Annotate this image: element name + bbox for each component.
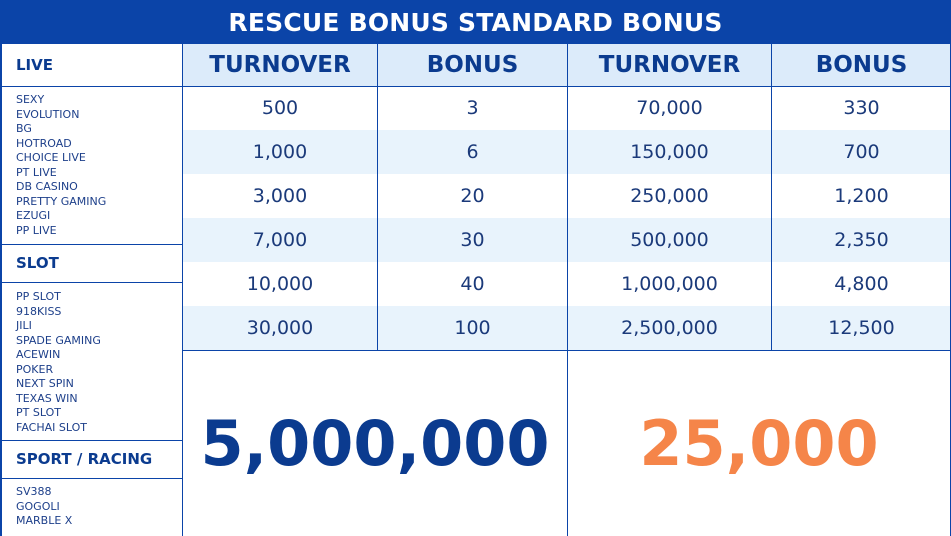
bonus-cell: 700	[843, 141, 880, 163]
bonus-cell: 330	[843, 97, 880, 119]
bonus-cell: 4,800	[834, 273, 889, 295]
list-item: PT SLOT	[16, 406, 61, 419]
list-item: DB CASINO	[16, 180, 78, 193]
list-item: MARBLE X	[16, 514, 73, 527]
bonus-cell: 30	[460, 229, 485, 251]
list-item: SPADE GAMING	[16, 333, 101, 347]
header-turnover-1: TURNOVER	[183, 44, 377, 86]
divider	[2, 440, 182, 441]
divider	[2, 86, 182, 87]
list-item: PP SLOT	[16, 290, 61, 303]
grid-line	[183, 86, 951, 87]
bonus-cell: 20	[460, 185, 485, 207]
list-item: SV388	[16, 485, 52, 498]
title-banner: RESCUE BONUS STANDARD BONUS	[0, 0, 951, 44]
turnover-cell: 10,000	[246, 273, 314, 295]
turnover-cell: 7,000	[252, 229, 308, 251]
turnover-cell: 3,000	[252, 185, 308, 207]
list-item: FACHAI SLOT	[16, 420, 87, 434]
provider-sidebar: LIVE SEXY EVOLUTION BG HOTROAD CHOICE LI…	[0, 44, 182, 536]
grid-line	[182, 44, 183, 536]
list-item: EZUGI	[16, 209, 51, 222]
list-item: GOGOLI	[16, 499, 60, 513]
grid-line	[771, 44, 772, 350]
provider-list-sport: SV388 GOGOLI MARBLE X	[16, 485, 181, 529]
list-item: 918KISS	[16, 304, 62, 318]
provider-list-live: SEXY EVOLUTION BG HOTROAD CHOICE LIVE PT…	[16, 93, 181, 238]
list-item: PP LIVE	[16, 223, 57, 237]
list-item: BG	[16, 122, 32, 135]
turnover-cell: 30,000	[246, 317, 314, 339]
turnover-cell: 250,000	[630, 185, 709, 207]
page-title: RESCUE BONUS STANDARD BONUS	[228, 7, 723, 37]
list-item: TEXAS WIN	[16, 391, 78, 405]
turnover-cell: 70,000	[636, 97, 703, 119]
bonus-cell: 2,350	[834, 229, 889, 251]
section-heading-sport-racing: SPORT / RACING	[16, 450, 153, 468]
turnover-cell: 500,000	[630, 229, 709, 251]
grid-line	[377, 44, 378, 350]
list-item: NEXT SPIN	[16, 377, 74, 390]
header-bonus-2: BONUS	[772, 44, 951, 86]
table-row: 3,000 20 250,000 1,200	[183, 174, 951, 218]
list-item: PRETTY GAMING	[16, 194, 107, 208]
total-turnover: 5,000,000	[200, 406, 550, 480]
provider-list-slot: PP SLOT 918KISS JILI SPADE GAMING ACEWIN…	[16, 290, 181, 435]
grid-line	[183, 350, 951, 351]
section-heading-slot: SLOT	[16, 254, 59, 272]
bonus-cell: 40	[460, 273, 485, 295]
section-heading-live: LIVE	[16, 56, 53, 74]
list-item: CHOICE LIVE	[16, 151, 86, 164]
turnover-cell: 500	[261, 97, 299, 119]
divider	[2, 244, 182, 245]
list-item: PT LIVE	[16, 165, 57, 179]
header-turnover-2: TURNOVER	[568, 44, 771, 86]
grid-line	[567, 44, 568, 536]
list-item: SEXY	[16, 93, 45, 106]
bonus-cell: 12,500	[828, 317, 895, 339]
table-row: 10,000 40 1,000,000 4,800	[183, 262, 951, 306]
list-item: JILI	[16, 319, 32, 332]
divider	[2, 282, 182, 283]
list-item: EVOLUTION	[16, 107, 80, 121]
turnover-cell: 150,000	[630, 141, 709, 163]
list-item: HOTROAD	[16, 136, 72, 150]
divider	[2, 478, 182, 479]
turnover-cell: 1,000	[252, 141, 308, 163]
turnover-cell: 2,500,000	[621, 317, 718, 339]
list-item: ACEWIN	[16, 348, 61, 361]
bonus-cell: 6	[466, 141, 479, 163]
bonus-cell: 3	[466, 97, 479, 119]
bonus-cell: 1,200	[834, 185, 889, 207]
total-bonus: 25,000	[639, 406, 879, 480]
turnover-cell: 1,000,000	[621, 273, 718, 295]
list-item: POKER	[16, 362, 54, 376]
header-bonus-1: BONUS	[378, 44, 567, 86]
table-row: 500 3 70,000 330	[183, 86, 951, 130]
bonus-cell: 100	[454, 317, 491, 339]
